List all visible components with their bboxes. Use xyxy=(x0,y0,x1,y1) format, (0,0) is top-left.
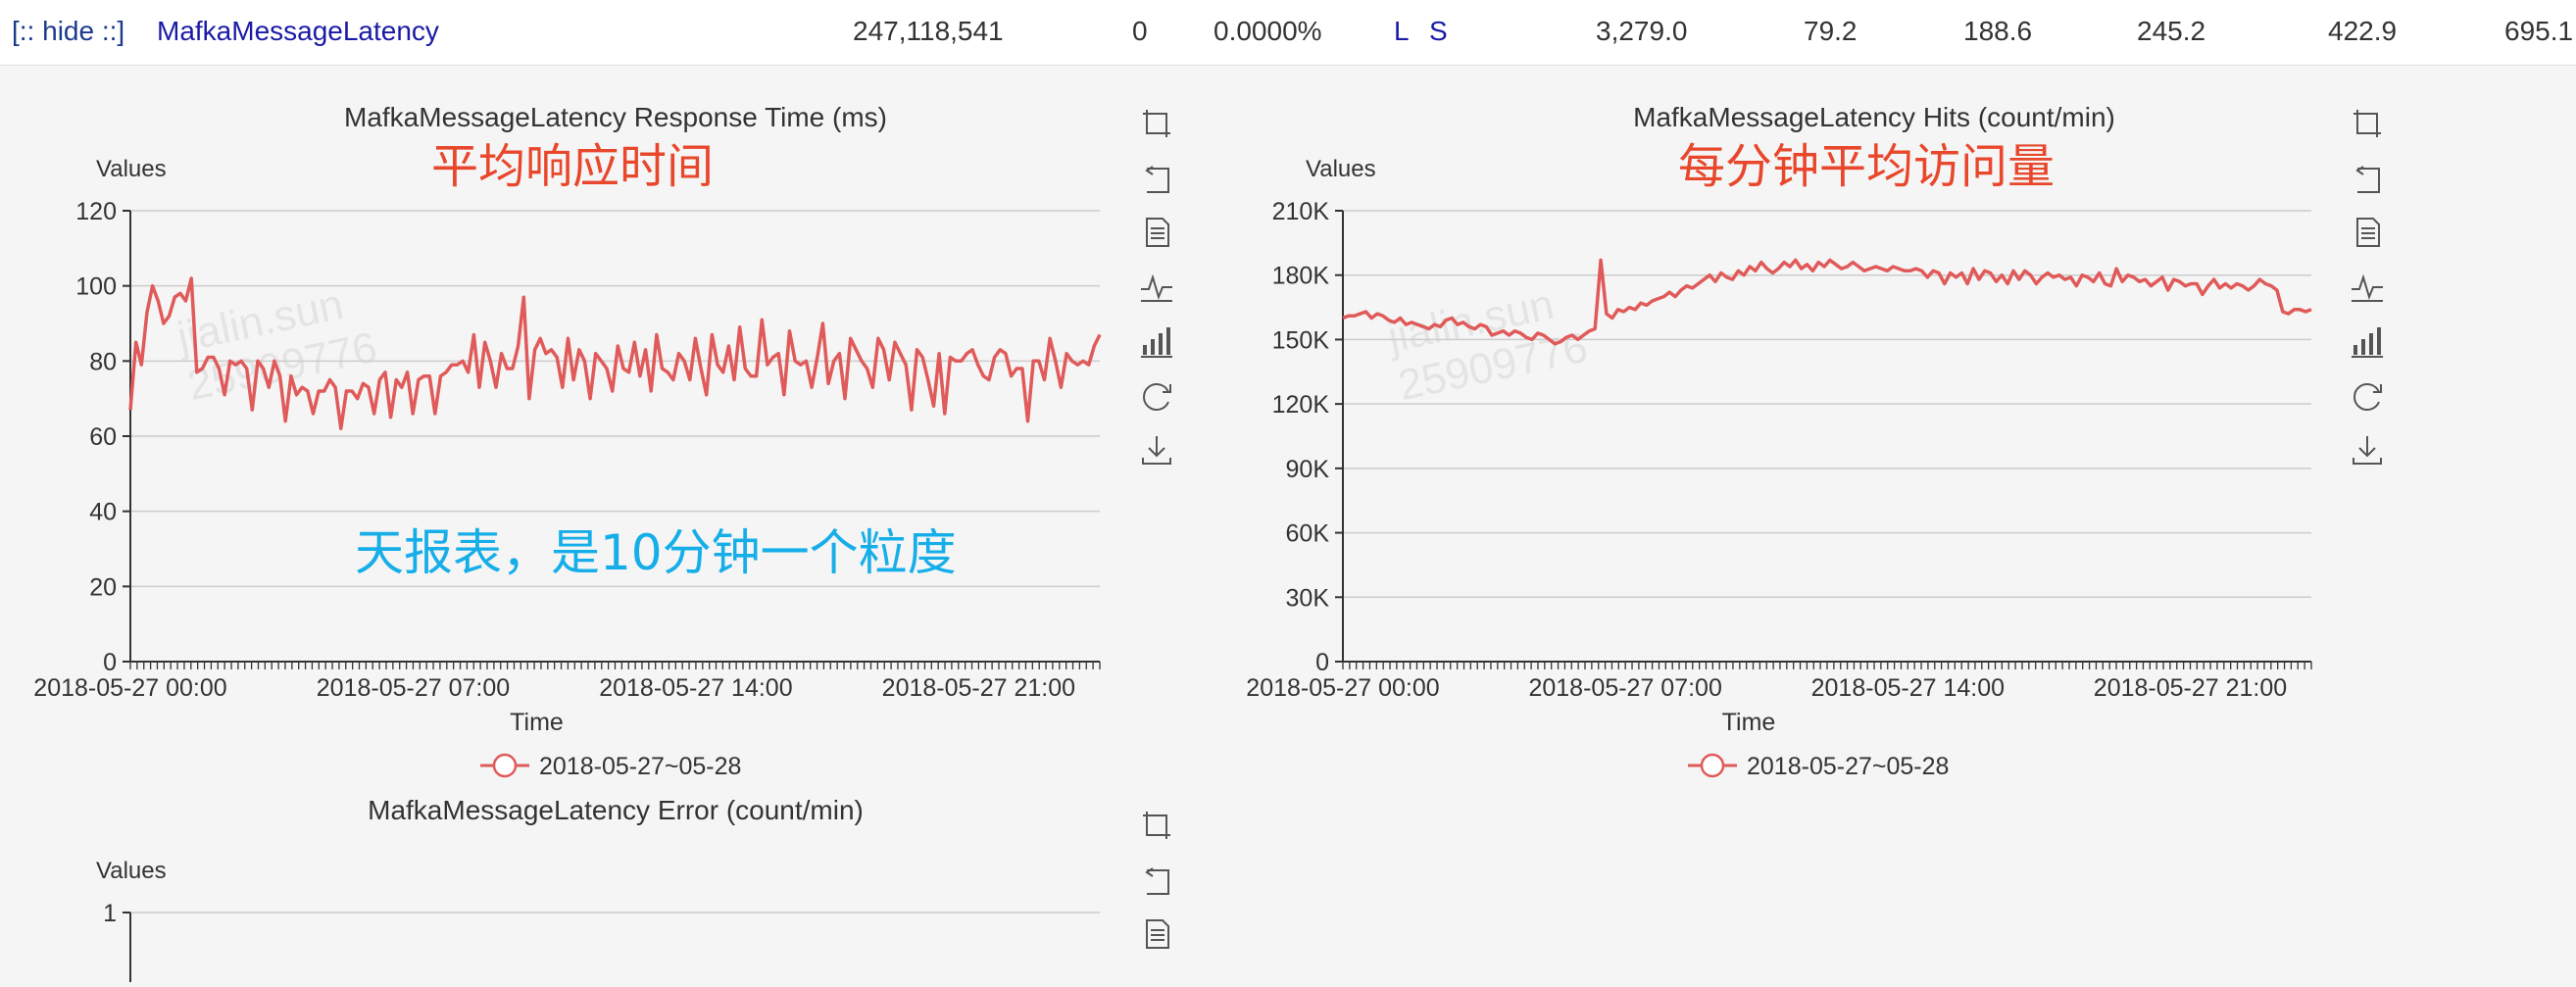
x-tick-label: 2018-05-27 07:00 xyxy=(1528,674,1721,702)
hide-toggle-link[interactable]: [:: hide ::] xyxy=(12,16,125,46)
data-view-icon[interactable] xyxy=(1137,914,1176,954)
legend-marker xyxy=(1700,753,1725,778)
y-axis-label: Values xyxy=(1306,156,1376,182)
annotation-granularity-note: 天报表，是10分钟一个粒度 xyxy=(355,524,957,581)
y-tick-label: 180K xyxy=(1272,263,1330,290)
line95-value: 188.6 xyxy=(1963,16,2033,46)
restore-icon[interactable] xyxy=(1137,376,1176,416)
line9999-value: 695.1 xyxy=(2504,16,2574,46)
y-tick-label: 0 xyxy=(103,649,117,676)
annotation-response-time: 平均响应时间 xyxy=(431,139,715,194)
annotation-hits: 每分钟平均访问量 xyxy=(1678,139,2056,194)
zoom-reset-icon[interactable] xyxy=(1137,861,1176,900)
error-chart: MafkaMessageLatency Error (count/min) Val… xyxy=(96,795,1100,987)
x-axis-label: Time xyxy=(1722,709,1776,736)
y-tick-label: 30K xyxy=(1286,584,1330,612)
restore-icon[interactable] xyxy=(2348,376,2387,416)
y-tick-label: 100 xyxy=(75,273,117,301)
zoom-icon[interactable] xyxy=(1137,806,1176,845)
failure-percent: 0.0000% xyxy=(1214,16,1322,46)
y-tick-label: 0 xyxy=(1315,649,1329,676)
x-tick-label: 2018-05-27 21:00 xyxy=(2094,674,2287,702)
x-tick-label: 2018-05-27 14:00 xyxy=(599,674,792,702)
line-chart-icon[interactable] xyxy=(2348,268,2387,307)
y-axis-label: Values xyxy=(96,156,167,182)
error-chart-panel: MafkaMessageLatency Error (count/min) Val… xyxy=(0,790,1225,987)
data-view-icon[interactable] xyxy=(2348,213,2387,252)
y-tick-label: 80 xyxy=(89,348,117,375)
hits-chart-panel: MafkaMessageLatency Hits (count/min) Valu… xyxy=(1225,65,2576,790)
zoom-reset-icon[interactable] xyxy=(1137,159,1176,198)
link-s[interactable]: S xyxy=(1429,16,1448,46)
x-tick-label: 2018-05-27 14:00 xyxy=(1811,674,2005,702)
y-tick-label: 210K xyxy=(1272,198,1330,225)
legend-marker xyxy=(492,753,518,778)
response-time-chart-panel: MafkaMessageLatency Response Time (ms) Va… xyxy=(0,65,1225,790)
chart-title: MafkaMessageLatency Error (count/min) xyxy=(368,795,864,825)
chart-title: MafkaMessageLatency Hits (count/min) xyxy=(1633,102,2115,132)
response-time-chart: MafkaMessageLatency Response Time (ms) Va… xyxy=(33,102,1102,780)
y-tick-label: 150K xyxy=(1272,326,1330,354)
series-line xyxy=(128,276,1102,431)
total-count: 247,118,541 xyxy=(853,16,1004,46)
line-chart-icon[interactable] xyxy=(1137,268,1176,307)
legend-label: 2018-05-27~05-28 xyxy=(539,753,741,780)
line999-value: 422.9 xyxy=(2328,16,2398,46)
legend-label: 2018-05-27~05-28 xyxy=(1747,753,1949,780)
series-line xyxy=(1342,258,2312,346)
y-tick-label: 40 xyxy=(89,499,117,526)
y-axis-label: Values xyxy=(96,858,167,884)
y-tick-label: 120K xyxy=(1272,391,1330,419)
chart-title: MafkaMessageLatency Response Time (ms) xyxy=(344,102,887,132)
x-tick-label: 2018-05-27 07:00 xyxy=(317,674,510,702)
hits-chart: MafkaMessageLatency Hits (count/min) Valu… xyxy=(1246,102,2312,780)
download-icon[interactable] xyxy=(1137,430,1176,469)
y-tick-label: 20 xyxy=(89,573,117,601)
bar-chart-icon[interactable] xyxy=(2348,321,2387,361)
avg-value: 79.2 xyxy=(1804,16,1858,46)
zoom-icon[interactable] xyxy=(1137,104,1176,143)
transaction-name-link[interactable]: MafkaMessageLatency xyxy=(157,16,439,46)
x-tick-label: 2018-05-27 21:00 xyxy=(882,674,1075,702)
max-value: 3,279.0 xyxy=(1596,16,1688,46)
x-axis-label: Time xyxy=(510,709,564,736)
link-l[interactable]: L xyxy=(1394,16,1410,46)
y-tick-label: 60 xyxy=(89,423,117,451)
x-tick-label: 2018-05-27 00:00 xyxy=(33,674,226,702)
zoom-reset-icon[interactable] xyxy=(2348,159,2387,198)
y-tick-label: 60K xyxy=(1286,520,1330,548)
data-view-icon[interactable] xyxy=(1137,213,1176,252)
y-tick-label: 120 xyxy=(75,198,117,225)
y-tick-label: 90K xyxy=(1286,456,1330,483)
y-tick-label: 1 xyxy=(103,900,117,927)
failure-count: 0 xyxy=(1132,16,1148,46)
x-tick-label: 2018-05-27 00:00 xyxy=(1246,674,1439,702)
line99-value: 245.2 xyxy=(2137,16,2206,46)
download-icon[interactable] xyxy=(2348,430,2387,469)
zoom-icon[interactable] xyxy=(2348,104,2387,143)
bar-chart-icon[interactable] xyxy=(1137,321,1176,361)
summary-row: [:: hide ::] MafkaMessageLatency 247,118… xyxy=(0,0,2576,66)
